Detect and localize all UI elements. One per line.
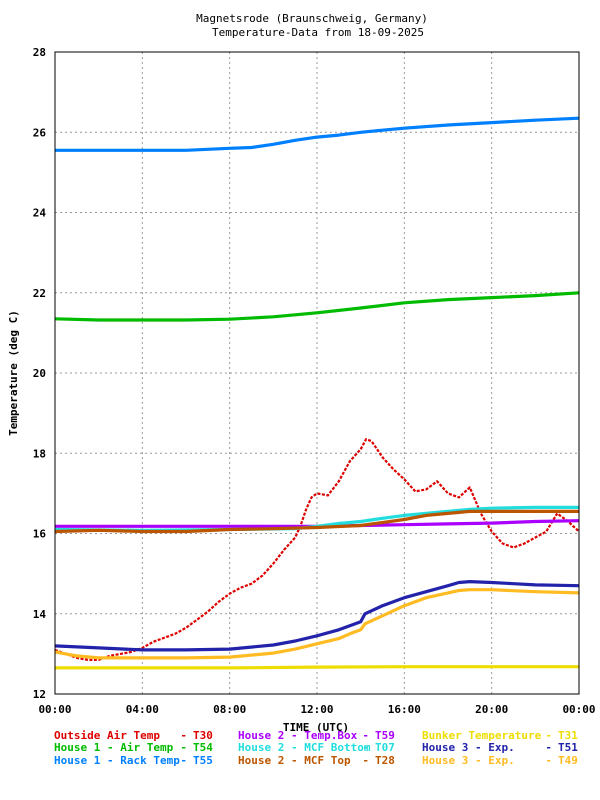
legend-dash: - xyxy=(362,754,369,767)
legend-label: House 2 - MCF Top xyxy=(238,754,351,767)
x-tick-label: 20:00 xyxy=(475,703,508,716)
x-tick-label: 12:00 xyxy=(300,703,333,716)
legend-entry-t59: House 2 - Temp.Box - T59 xyxy=(238,729,395,742)
x-tick-label: 16:00 xyxy=(388,703,421,716)
series-line-t31 xyxy=(55,665,579,670)
y-tick-label: 14 xyxy=(33,608,47,621)
y-tick-label: 12 xyxy=(33,688,46,701)
legend-sensor-id: T07 xyxy=(375,741,395,754)
legend-dash: - xyxy=(362,729,369,742)
legend-label: House 2 - MCF Bottom xyxy=(238,741,371,754)
legend-entry-t49: House 3 - Exp. - T49 xyxy=(422,754,578,767)
series-line-t49 xyxy=(54,588,580,660)
plot-frame xyxy=(54,51,580,695)
legend-label: House 1 - Rack Temp xyxy=(54,754,180,767)
y-tick-label: 22 xyxy=(33,287,46,300)
legend-sensor-id: T28 xyxy=(375,754,395,767)
legend-entry-t51: House 3 - Exp. - T51 xyxy=(422,741,578,754)
y-tick-label: 20 xyxy=(33,367,46,380)
legend-sensor-id: T51 xyxy=(558,741,578,754)
legend-sensor-id: T54 xyxy=(193,741,213,754)
legend-label: House 2 - Temp.Box xyxy=(238,729,358,742)
y-tick-label: 26 xyxy=(33,126,47,139)
legend-sensor-id: T59 xyxy=(375,729,395,742)
y-tick-label: 28 xyxy=(33,46,46,59)
legend-entry-t30: Outside Air Temp - T30 xyxy=(54,729,213,742)
legend-entry-t55: House 1 - Rack Temp - T55 xyxy=(54,754,213,767)
legend-dash: - xyxy=(545,729,552,742)
legend-dash: - xyxy=(180,754,187,767)
y-tick-label: 16 xyxy=(33,528,47,541)
legend-sensor-id: T49 xyxy=(558,754,578,767)
x-tick-label: 04:00 xyxy=(126,703,159,716)
tick-labels: 00:00 04:00 08:00 12:00 16:00 20:00 00:00 12 14 1… xyxy=(33,46,596,716)
grid-lines xyxy=(55,52,579,694)
legend-entry-t28: House 2 - MCF Top - T28 xyxy=(238,754,395,767)
legend-sensor-id: T31 xyxy=(558,729,578,742)
legend-label: House 3 - Exp. xyxy=(422,754,515,767)
legend-dash: - xyxy=(180,741,187,754)
series-line-t59 xyxy=(55,519,580,528)
series-line-t55 xyxy=(55,116,580,152)
legend-entry-t54: House 1 - Air Temp - T54 xyxy=(54,741,213,754)
legend-dash: - xyxy=(545,754,552,767)
y-tick-label: 24 xyxy=(33,207,47,220)
legend-label: House 1 - Air Temp xyxy=(54,741,174,754)
x-axis-label: TIME (UTC) xyxy=(283,721,349,734)
x-tick-label: 00:00 xyxy=(562,703,595,716)
legend-dash: - xyxy=(180,729,187,742)
y-tick-label: 18 xyxy=(33,447,46,460)
legend-sensor-id: T55 xyxy=(193,754,213,767)
chart-subtitle: Temperature-Data from 18-09-2025 xyxy=(212,26,424,39)
chart-title: Magnetsrode (Braunschweig, Germany) xyxy=(196,12,428,25)
legend-sensor-id: T30 xyxy=(193,729,213,742)
legend-dash: - xyxy=(362,741,369,754)
series-line-t28 xyxy=(54,509,579,534)
x-tick-label: 00:00 xyxy=(38,703,71,716)
legend-dash: - xyxy=(545,741,552,754)
series-line-t54 xyxy=(54,291,580,322)
series-line-t51 xyxy=(54,579,580,652)
legend-label: House 3 - Exp. xyxy=(422,741,515,754)
y-axis-label: Temperature (deg C) xyxy=(7,310,20,436)
legend-label: Outside Air Temp xyxy=(54,729,160,742)
legend-entry-t31: Bunker Temperature - T31 xyxy=(422,729,578,742)
x-tick-label: 08:00 xyxy=(213,703,246,716)
legend-label: Bunker Temperature xyxy=(422,729,542,742)
legend-entry-t07: House 2 - MCF Bottom- T07 xyxy=(238,741,395,754)
series-layer xyxy=(54,116,580,670)
